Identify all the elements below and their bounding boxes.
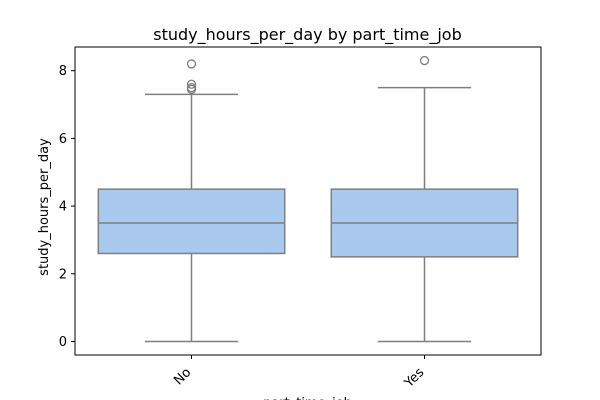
box-group-no: [97, 59, 286, 343]
plot-area: [97, 55, 519, 343]
axes-frame: [74, 46, 542, 356]
y-axis: 0 2 4 6 8: [59, 64, 75, 350]
x-axis: No Yes: [171, 355, 427, 391]
x-tick-label: Yes: [401, 365, 427, 391]
outlier-point: [186, 79, 197, 89]
outlier-point: [186, 59, 197, 69]
y-tick-label: 6: [59, 132, 67, 147]
x-axis-label: part_time_job: [263, 396, 352, 400]
y-tick-label: 2: [59, 267, 67, 282]
y-tick-label: 0: [59, 335, 67, 350]
chart-title: study_hours_per_day by part_time_job: [153, 25, 462, 45]
outlier-point: [186, 84, 197, 94]
y-axis-label: study_hours_per_day: [37, 138, 52, 276]
outlier-point: [419, 55, 430, 66]
iqr-box: [97, 188, 286, 255]
x-tick-label: No: [171, 365, 194, 388]
box-group-yes: [330, 55, 519, 343]
y-tick-label: 4: [59, 200, 67, 215]
y-tick-label: 8: [59, 64, 67, 79]
